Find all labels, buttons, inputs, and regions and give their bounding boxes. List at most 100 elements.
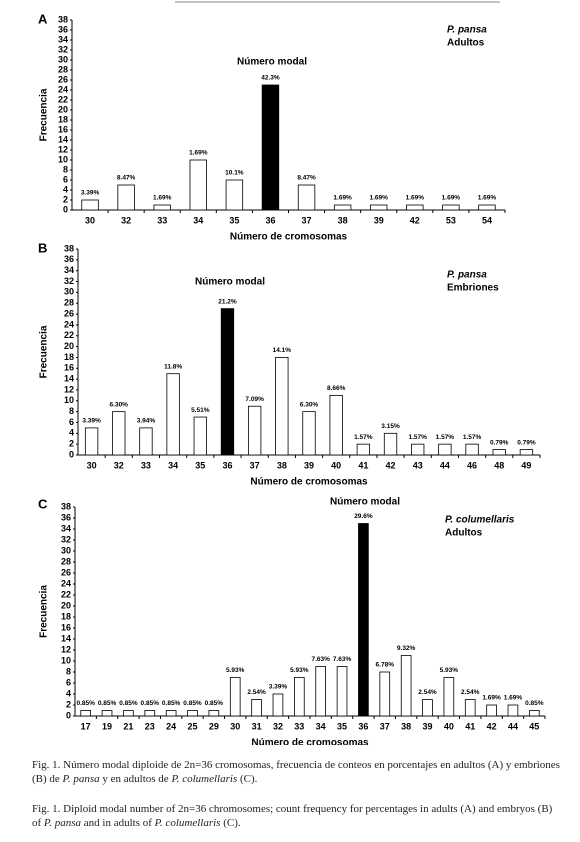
percent-label: 1.57% xyxy=(354,434,373,441)
bar xyxy=(529,710,540,717)
y-tick-label: 12 xyxy=(64,384,74,394)
bar xyxy=(507,704,519,717)
bar xyxy=(302,411,316,456)
y-tick-label: 34 xyxy=(61,523,71,533)
percent-label: 0.85% xyxy=(525,700,544,707)
y-tick-label: 18 xyxy=(58,114,68,124)
percent-label: 1.57% xyxy=(436,434,455,441)
x-tick-label: 39 xyxy=(374,215,384,225)
percent-label: 0.85% xyxy=(141,700,160,707)
bar xyxy=(336,666,348,717)
x-tick-label: 46 xyxy=(467,460,477,470)
bar xyxy=(411,443,425,456)
y-tick-label: 38 xyxy=(64,243,74,253)
caption-part: Fig. 1. Diploid modal number of 2n=36 ch… xyxy=(32,803,553,829)
bar xyxy=(165,710,177,717)
species: P. pansa xyxy=(447,270,487,281)
x-tick-label: 32 xyxy=(114,460,124,470)
percent-label: 3.39% xyxy=(269,684,288,691)
bar xyxy=(465,443,479,456)
annotation: Número modal xyxy=(330,497,400,508)
x-tick-label: 35 xyxy=(337,721,347,731)
percent-label: 8.66% xyxy=(327,385,346,392)
bar xyxy=(139,427,153,456)
y-tick-label: 34 xyxy=(64,265,74,275)
x-tick-label: 38 xyxy=(401,721,411,731)
bar xyxy=(84,427,99,456)
percent-label: 2.54% xyxy=(461,689,480,696)
y-tick-label: 16 xyxy=(64,363,74,373)
y-tick-label: 4 xyxy=(66,688,71,698)
bar xyxy=(144,710,156,717)
x-tick-label: 30 xyxy=(87,460,97,470)
y-tick-label: 6 xyxy=(69,417,74,427)
x-tick-label: 41 xyxy=(358,460,368,470)
x-tick-label: 32 xyxy=(121,215,131,225)
bar xyxy=(400,655,412,717)
y-tick-label: 10 xyxy=(58,154,68,164)
x-tick-label: 29 xyxy=(209,721,219,731)
bar xyxy=(297,184,316,211)
bar xyxy=(464,699,476,717)
percent-label: 2.54% xyxy=(418,689,437,696)
bar xyxy=(519,449,534,456)
y-tick-label: 24 xyxy=(64,319,74,329)
x-tick-label: 30 xyxy=(230,721,240,731)
x-axis-label: Número de cromosomas xyxy=(251,738,369,745)
y-tick-label: 28 xyxy=(64,298,74,308)
y-tick-label: 16 xyxy=(61,622,71,632)
bar xyxy=(229,677,241,717)
y-tick-label: 26 xyxy=(58,74,68,84)
x-tick-label: 53 xyxy=(446,215,456,225)
x-tick-label: 38 xyxy=(277,460,287,470)
bar xyxy=(478,204,496,211)
percent-label: 0.85% xyxy=(98,700,117,707)
bar xyxy=(153,204,171,211)
percent-label: 10.1% xyxy=(225,170,244,177)
percent-label: 14.1% xyxy=(273,347,292,354)
y-tick-label: 2 xyxy=(69,439,74,449)
y-tick-label: 30 xyxy=(64,287,74,297)
y-tick-label: 18 xyxy=(64,352,74,362)
y-tick-label: 10 xyxy=(61,655,71,665)
bar xyxy=(189,159,207,211)
percent-label: 29.6% xyxy=(354,513,373,520)
percent-label: 5.51% xyxy=(191,407,210,414)
caption-part: (C). xyxy=(237,773,258,785)
y-tick-label: 18 xyxy=(61,611,71,621)
caption-en: Fig. 1. Diploid modal number of 2n=36 ch… xyxy=(32,802,562,830)
caption-part: Fig. 1. Número modal diploide de 2n=36 c… xyxy=(32,759,560,785)
x-tick-label: 49 xyxy=(521,460,531,470)
percent-label: 21.2% xyxy=(218,298,237,305)
bar xyxy=(383,432,398,456)
caption-part: P. pansa xyxy=(43,817,82,829)
x-tick-label: 37 xyxy=(302,215,312,225)
x-tick-label: 44 xyxy=(440,460,450,470)
percent-label: 1.57% xyxy=(408,434,427,441)
bar xyxy=(294,677,305,717)
x-axis-label: Número de cromosomas xyxy=(230,232,348,243)
y-tick-label: 36 xyxy=(61,512,71,522)
percent-label: 6.78% xyxy=(376,662,395,669)
percent-label: 3.39% xyxy=(81,190,100,197)
x-tick-label: 36 xyxy=(222,460,232,470)
y-tick-label: 8 xyxy=(63,164,68,174)
stage: Embriones xyxy=(447,283,499,294)
figure: A P. pansa Adultos Número modal Frecuencia Nú… xyxy=(38,1,546,745)
y-tick-label: 20 xyxy=(61,600,71,610)
x-tick-label: 39 xyxy=(422,721,432,731)
bar xyxy=(422,699,433,717)
caption-es: Fig. 1. Número modal diploide de 2n=36 c… xyxy=(32,758,562,786)
bar xyxy=(356,443,371,456)
bar xyxy=(442,204,460,211)
panel-letter: B xyxy=(38,240,47,255)
y-tick-label: 26 xyxy=(61,567,71,577)
bar xyxy=(370,204,388,211)
x-axis-label: Número de cromosomas xyxy=(250,477,368,488)
species: P. pansa xyxy=(447,25,487,36)
caption-part: y en adultos de xyxy=(99,773,172,785)
percent-label: 3.94% xyxy=(137,418,156,425)
y-tick-label: 22 xyxy=(61,589,71,599)
y-axis-label: Frecuencia xyxy=(39,325,50,378)
x-tick-label: 48 xyxy=(494,460,504,470)
